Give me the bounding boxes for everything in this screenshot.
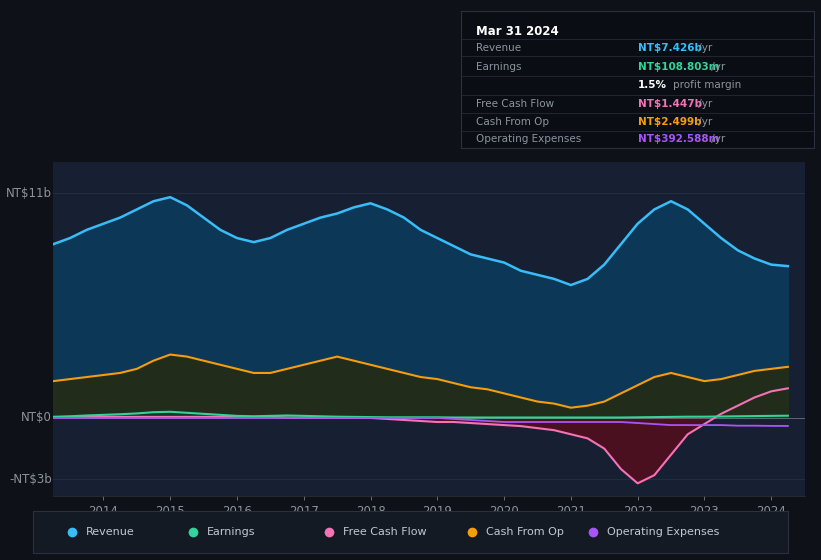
- Text: Mar 31 2024: Mar 31 2024: [475, 25, 558, 38]
- Text: /yr: /yr: [708, 134, 725, 144]
- Text: NT$392.588m: NT$392.588m: [638, 134, 719, 144]
- Text: NT$108.803m: NT$108.803m: [638, 62, 719, 72]
- Text: /yr: /yr: [708, 62, 725, 72]
- Text: Cash From Op: Cash From Op: [486, 528, 564, 537]
- Text: /yr: /yr: [695, 43, 713, 53]
- Text: Cash From Op: Cash From Op: [475, 116, 548, 127]
- Text: Free Cash Flow: Free Cash Flow: [342, 528, 426, 537]
- Text: Earnings: Earnings: [475, 62, 521, 72]
- Text: Earnings: Earnings: [207, 528, 255, 537]
- Text: NT$11b: NT$11b: [6, 186, 52, 199]
- Text: Operating Expenses: Operating Expenses: [475, 134, 580, 144]
- Text: Operating Expenses: Operating Expenses: [607, 528, 719, 537]
- Text: Revenue: Revenue: [85, 528, 135, 537]
- Text: /yr: /yr: [695, 100, 713, 110]
- Text: Free Cash Flow: Free Cash Flow: [475, 100, 553, 110]
- Text: profit margin: profit margin: [673, 80, 741, 90]
- Text: 1.5%: 1.5%: [638, 80, 667, 90]
- Text: NT$0: NT$0: [21, 412, 52, 424]
- Text: NT$7.426b: NT$7.426b: [638, 43, 702, 53]
- Text: Revenue: Revenue: [475, 43, 521, 53]
- Text: -NT$3b: -NT$3b: [9, 473, 52, 486]
- Text: NT$2.499b: NT$2.499b: [638, 116, 701, 127]
- Text: /yr: /yr: [695, 116, 713, 127]
- Text: NT$1.447b: NT$1.447b: [638, 100, 702, 110]
